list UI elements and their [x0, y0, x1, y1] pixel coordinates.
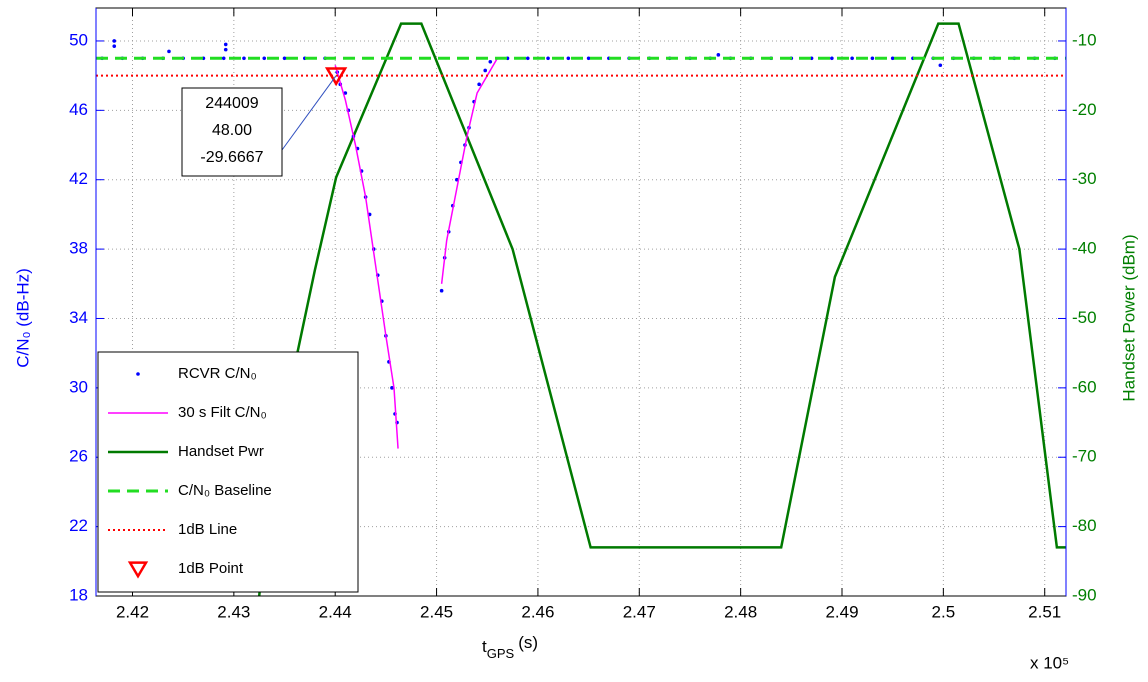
data-point: [830, 56, 834, 61]
x-tick-label: 2.47: [623, 602, 656, 621]
data-point: [223, 42, 228, 47]
legend-swatch: [127, 561, 149, 579]
x-axis-label: tGPS(s): [482, 633, 538, 661]
data-point: [477, 82, 481, 87]
y-tick-label: 46: [69, 100, 88, 119]
y-tick-label: 22: [69, 516, 88, 535]
x-tick-label: 2.5: [932, 602, 956, 621]
marker-point: [324, 67, 348, 87]
x-tick-label: 2.42: [116, 602, 149, 621]
legend-label: 1dB Point: [178, 560, 244, 577]
series-group: [96, 22, 1066, 596]
data-point: [112, 44, 117, 48]
annotation-text: 244009: [205, 95, 258, 112]
data-point: [390, 386, 394, 390]
y2-tick-label: -20: [1072, 100, 1097, 119]
data-point: [242, 56, 246, 61]
data-point: [850, 56, 854, 61]
data-point: [167, 49, 171, 54]
data-point: [343, 91, 348, 95]
annotation-connector: [281, 75, 337, 151]
series-line: [257, 22, 1066, 596]
y2-tick-label: -60: [1072, 377, 1097, 396]
x-tick-label: 2.43: [217, 602, 250, 621]
y2-tick-label: -30: [1072, 169, 1097, 188]
legend-box: [97, 351, 359, 593]
data-point: [870, 56, 875, 61]
data-point: [223, 47, 228, 52]
data-point: [221, 56, 226, 61]
data-point: [112, 39, 117, 43]
x-tick-label: 2.51: [1028, 602, 1061, 621]
x-tick-label: 2.44: [319, 602, 352, 621]
y2-tick-label: -10: [1072, 30, 1097, 49]
y2-tick-label: -80: [1072, 516, 1097, 535]
y2-tick-label: -50: [1072, 308, 1097, 327]
data-point: [586, 56, 591, 61]
legend-label: Handset Pwr: [178, 443, 264, 460]
legend-label: C/N₀ Baseline: [178, 482, 272, 499]
legend-label: 30 s Filt C/N₀: [178, 404, 267, 421]
x-tick-label: 2.48: [724, 602, 757, 621]
data-point: [483, 68, 488, 73]
annotation-box: [181, 87, 283, 177]
y-tick-label: 34: [69, 308, 88, 327]
x-axis-label-sub: GPS: [487, 646, 515, 661]
y2-tick-label: -40: [1072, 239, 1097, 258]
legend-label: 1dB Line: [178, 521, 237, 538]
data-point: [439, 288, 444, 293]
y-tick-label: 30: [69, 377, 88, 396]
x-axis-label-main: t: [482, 637, 487, 656]
legend-label: RCVR C/N₀: [178, 365, 257, 382]
y2-tick-label: -70: [1072, 447, 1097, 466]
y-tick-label: 42: [69, 169, 88, 188]
data-point: [525, 56, 530, 61]
x-multiplier: x 10⁵: [1030, 653, 1069, 672]
data-point: [566, 56, 571, 61]
x-axis-label-unit: (s): [518, 633, 538, 652]
y-axis-label: C/N₀ (dB-Hz): [13, 268, 32, 368]
data-point: [488, 59, 493, 64]
data-point: [716, 53, 721, 57]
y-tick-label: 50: [69, 30, 88, 49]
annotation-text: -29.6667: [200, 149, 263, 166]
x-tick-label: 2.45: [420, 602, 453, 621]
y-tick-label: 26: [69, 447, 88, 466]
x-tick-label: 2.46: [521, 602, 554, 621]
data-point: [938, 63, 943, 68]
legend-swatch: [136, 372, 140, 376]
y2-tick-label: -90: [1072, 585, 1097, 604]
data-point: [262, 56, 267, 61]
data-point: [282, 56, 287, 61]
y-tick-label: 38: [69, 239, 88, 258]
x-tick-label: 2.49: [825, 602, 858, 621]
y2-axis-label: Handset Power (dBm): [1119, 234, 1138, 401]
data-point: [890, 56, 895, 61]
annotation-text: 48.00: [212, 122, 252, 139]
data-point: [546, 56, 550, 61]
legend: RCVR C/N₀ 30 s Filt C/N₀ Handset Pwr C/N₀ B…: [97, 351, 359, 593]
y-tick-label: 18: [69, 585, 88, 604]
